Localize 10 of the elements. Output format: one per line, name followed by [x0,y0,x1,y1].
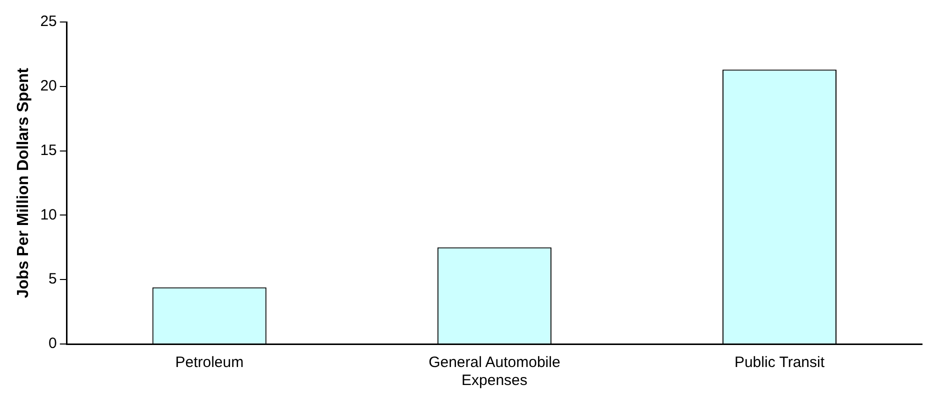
y-axis-title: Jobs Per Million Dollars Spent [15,67,32,298]
x-tick-label: Petroleum [175,354,244,372]
y-tick-label: 20 [40,78,57,95]
y-tick-label: 10 [40,206,57,224]
x-tick-label: General Automobile Expenses [428,354,560,390]
x-tick-label: Public Transit [734,354,826,372]
y-tick-label: 25 [40,13,57,30]
y-tick-label: 5 [48,270,57,288]
y-tick-label: 0 [48,335,57,352]
y-tick-label: 15 [40,142,57,159]
